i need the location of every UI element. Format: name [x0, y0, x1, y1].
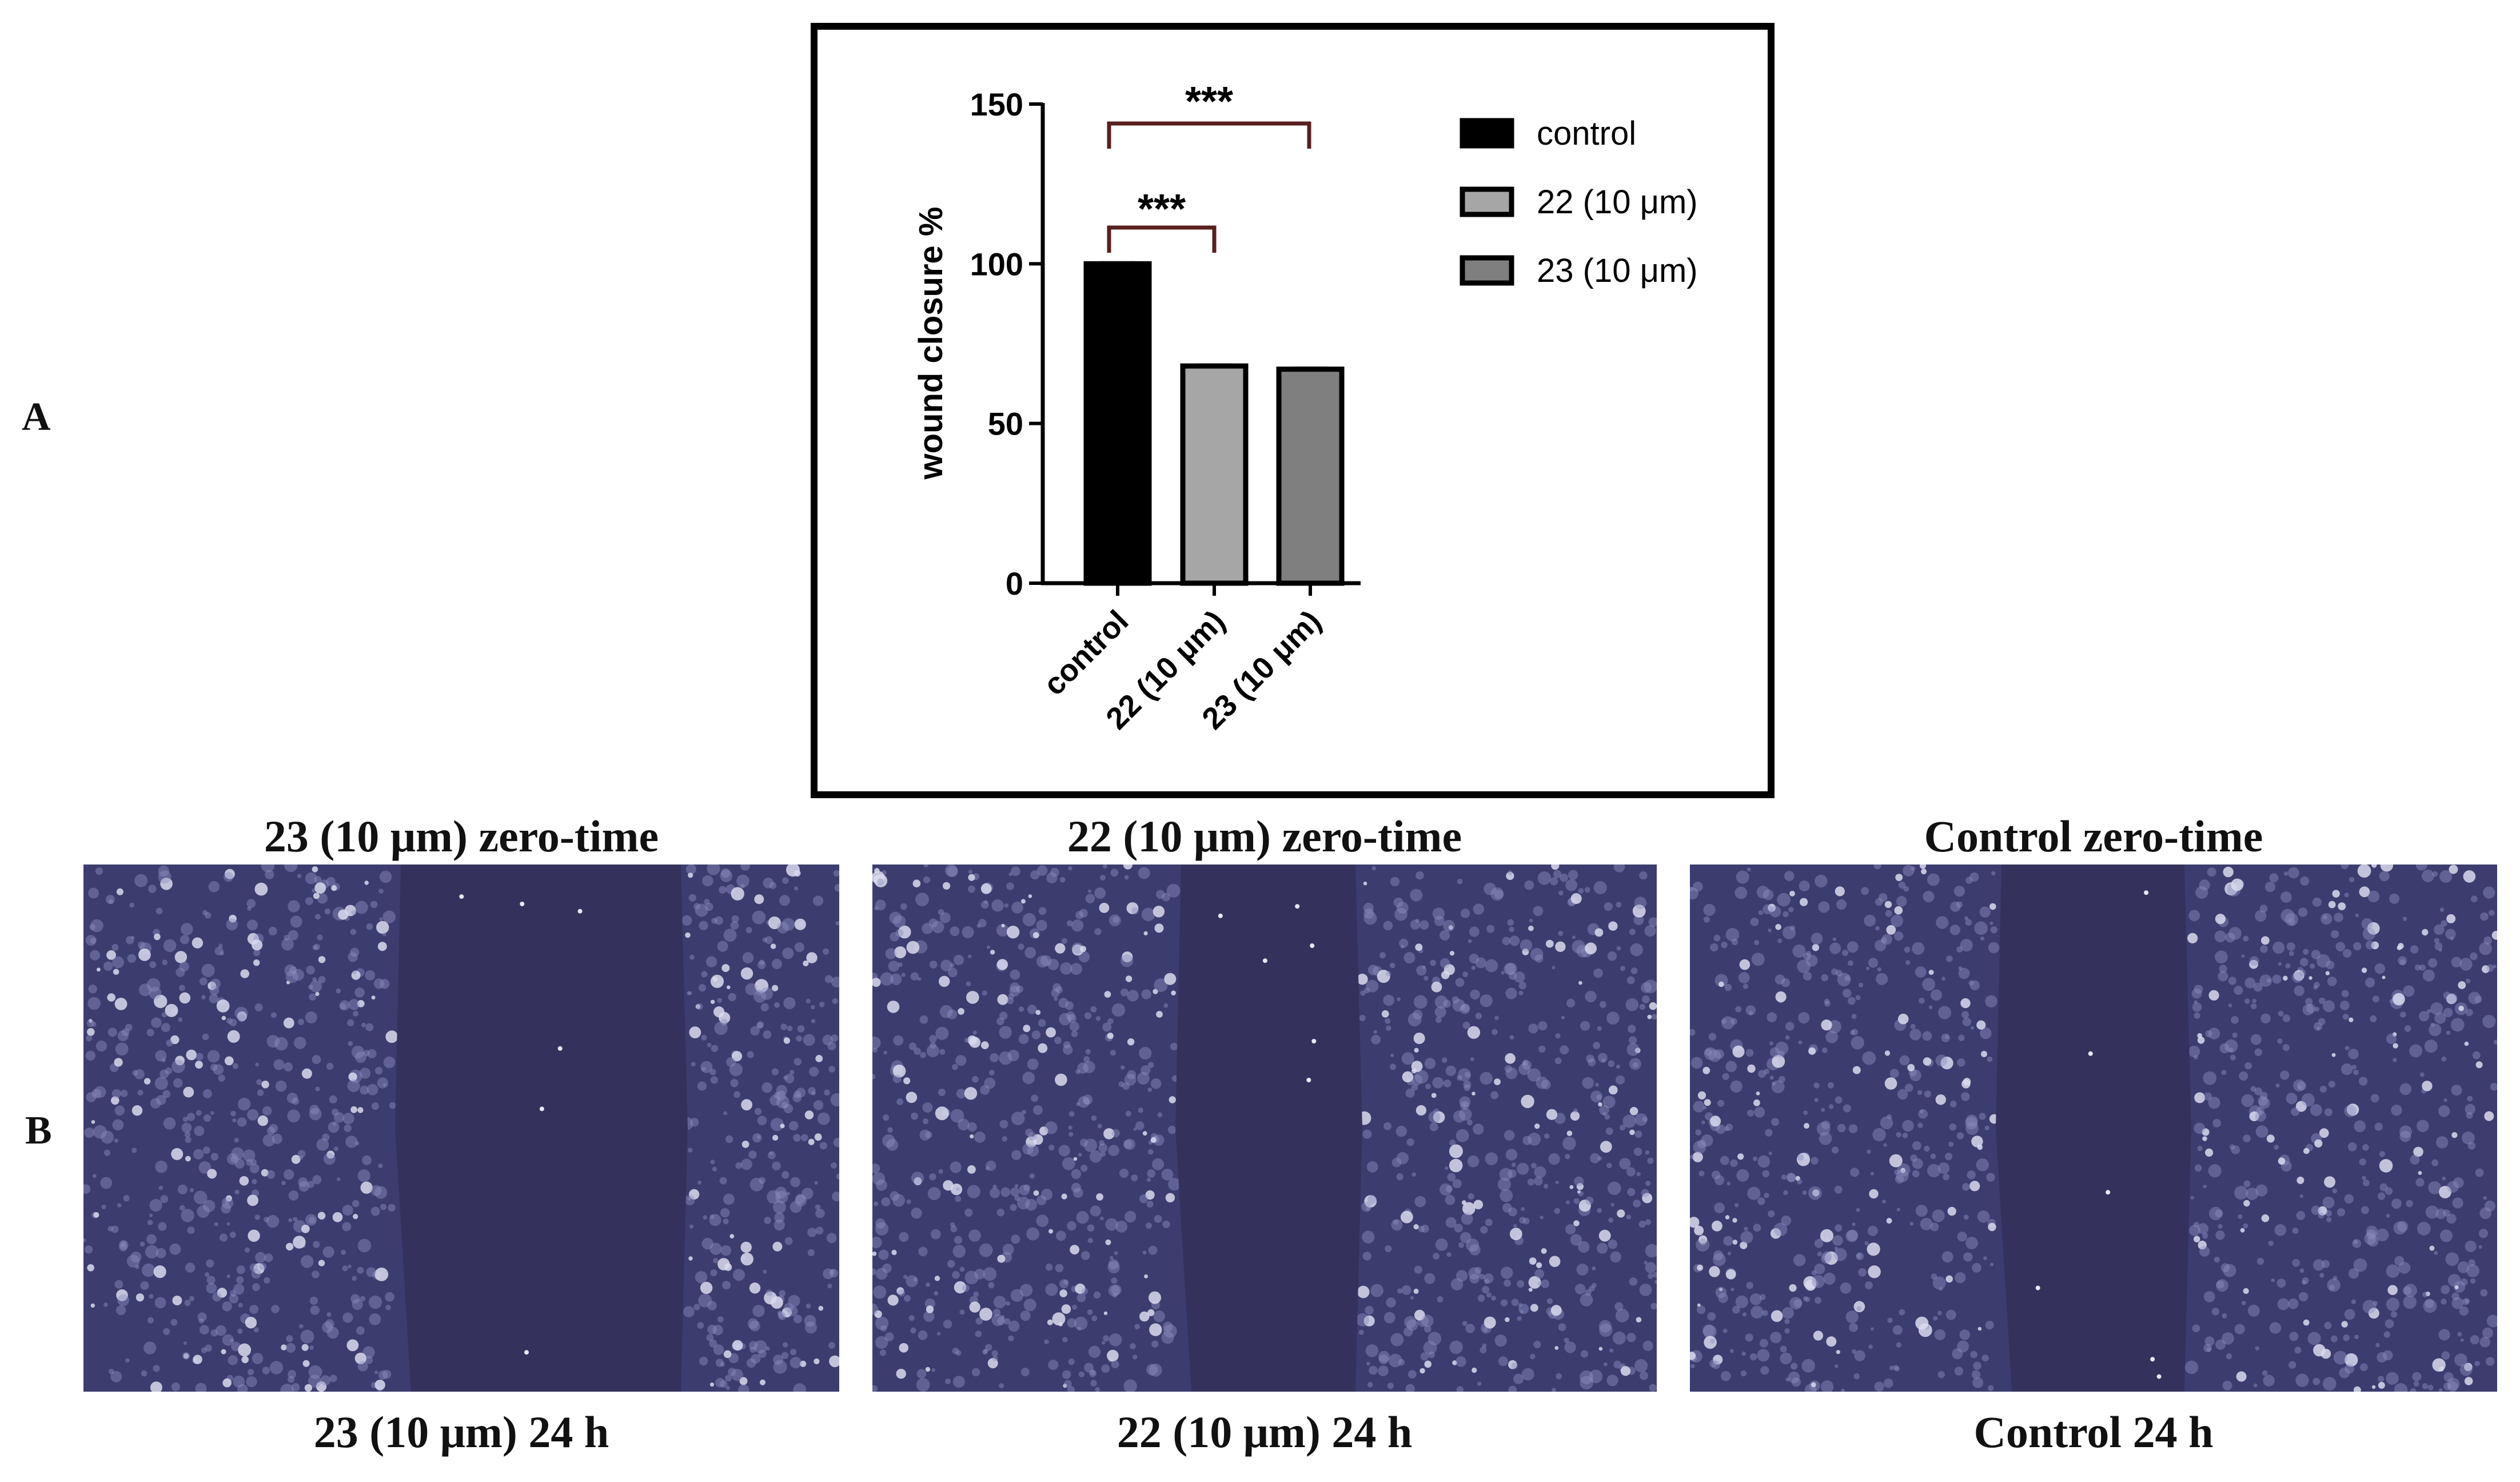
cell-micrograph-icon [83, 865, 839, 1392]
bar [1180, 363, 1249, 586]
micrograph-control [1690, 865, 2497, 1392]
caption-22-zero-time: 22 (10 μm) zero-time [1067, 811, 1462, 861]
chart-frame: 0 50 100 150 wound closure % control 22 (10 μm… [811, 23, 1775, 798]
legend-label: control [1537, 115, 1636, 152]
caption-22-24h: 22 (10 μm) 24 h [1117, 1407, 1413, 1457]
y-tick-label: 0 [1006, 565, 1023, 601]
y-tick-label: 100 [970, 246, 1023, 282]
legend-swatch [1460, 255, 1514, 286]
panel-b-label: B [25, 1109, 52, 1153]
legend-label: 23 (10 μm) [1537, 252, 1698, 289]
legend-label: 22 (10 μm) [1537, 184, 1698, 221]
x-tick-label: control [1037, 604, 1135, 702]
legend-swatch [1460, 186, 1514, 217]
significance-label: *** [1138, 186, 1186, 232]
y-axis-title: wound closure % [912, 207, 950, 480]
significance-bracket [1107, 225, 1217, 253]
legend-swatch [1460, 118, 1514, 149]
micrograph-22 [872, 865, 1657, 1392]
bar [1083, 261, 1152, 586]
micrograph-23 [83, 865, 839, 1392]
caption-23-zero-time: 23 (10 μm) zero-time [264, 811, 659, 861]
cell-micrograph-icon [872, 865, 1657, 1392]
bar-chart: 0 50 100 150 wound closure % control 22 (10 μm… [912, 79, 1698, 736]
cell-micrograph-icon [1690, 865, 2497, 1392]
panel-a-label: A [22, 395, 51, 439]
y-tick-label: 50 [988, 406, 1023, 442]
significance-label: *** [1185, 79, 1233, 125]
significance-bracket [1107, 121, 1311, 149]
caption-control-24h: Control 24 h [1973, 1407, 2214, 1457]
caption-control-zero-time: Control zero-time [1924, 811, 2263, 861]
bar [1276, 366, 1345, 586]
y-tick-label: 150 [970, 86, 1023, 122]
caption-23-24h: 23 (10 μm) 24 h [313, 1407, 609, 1457]
